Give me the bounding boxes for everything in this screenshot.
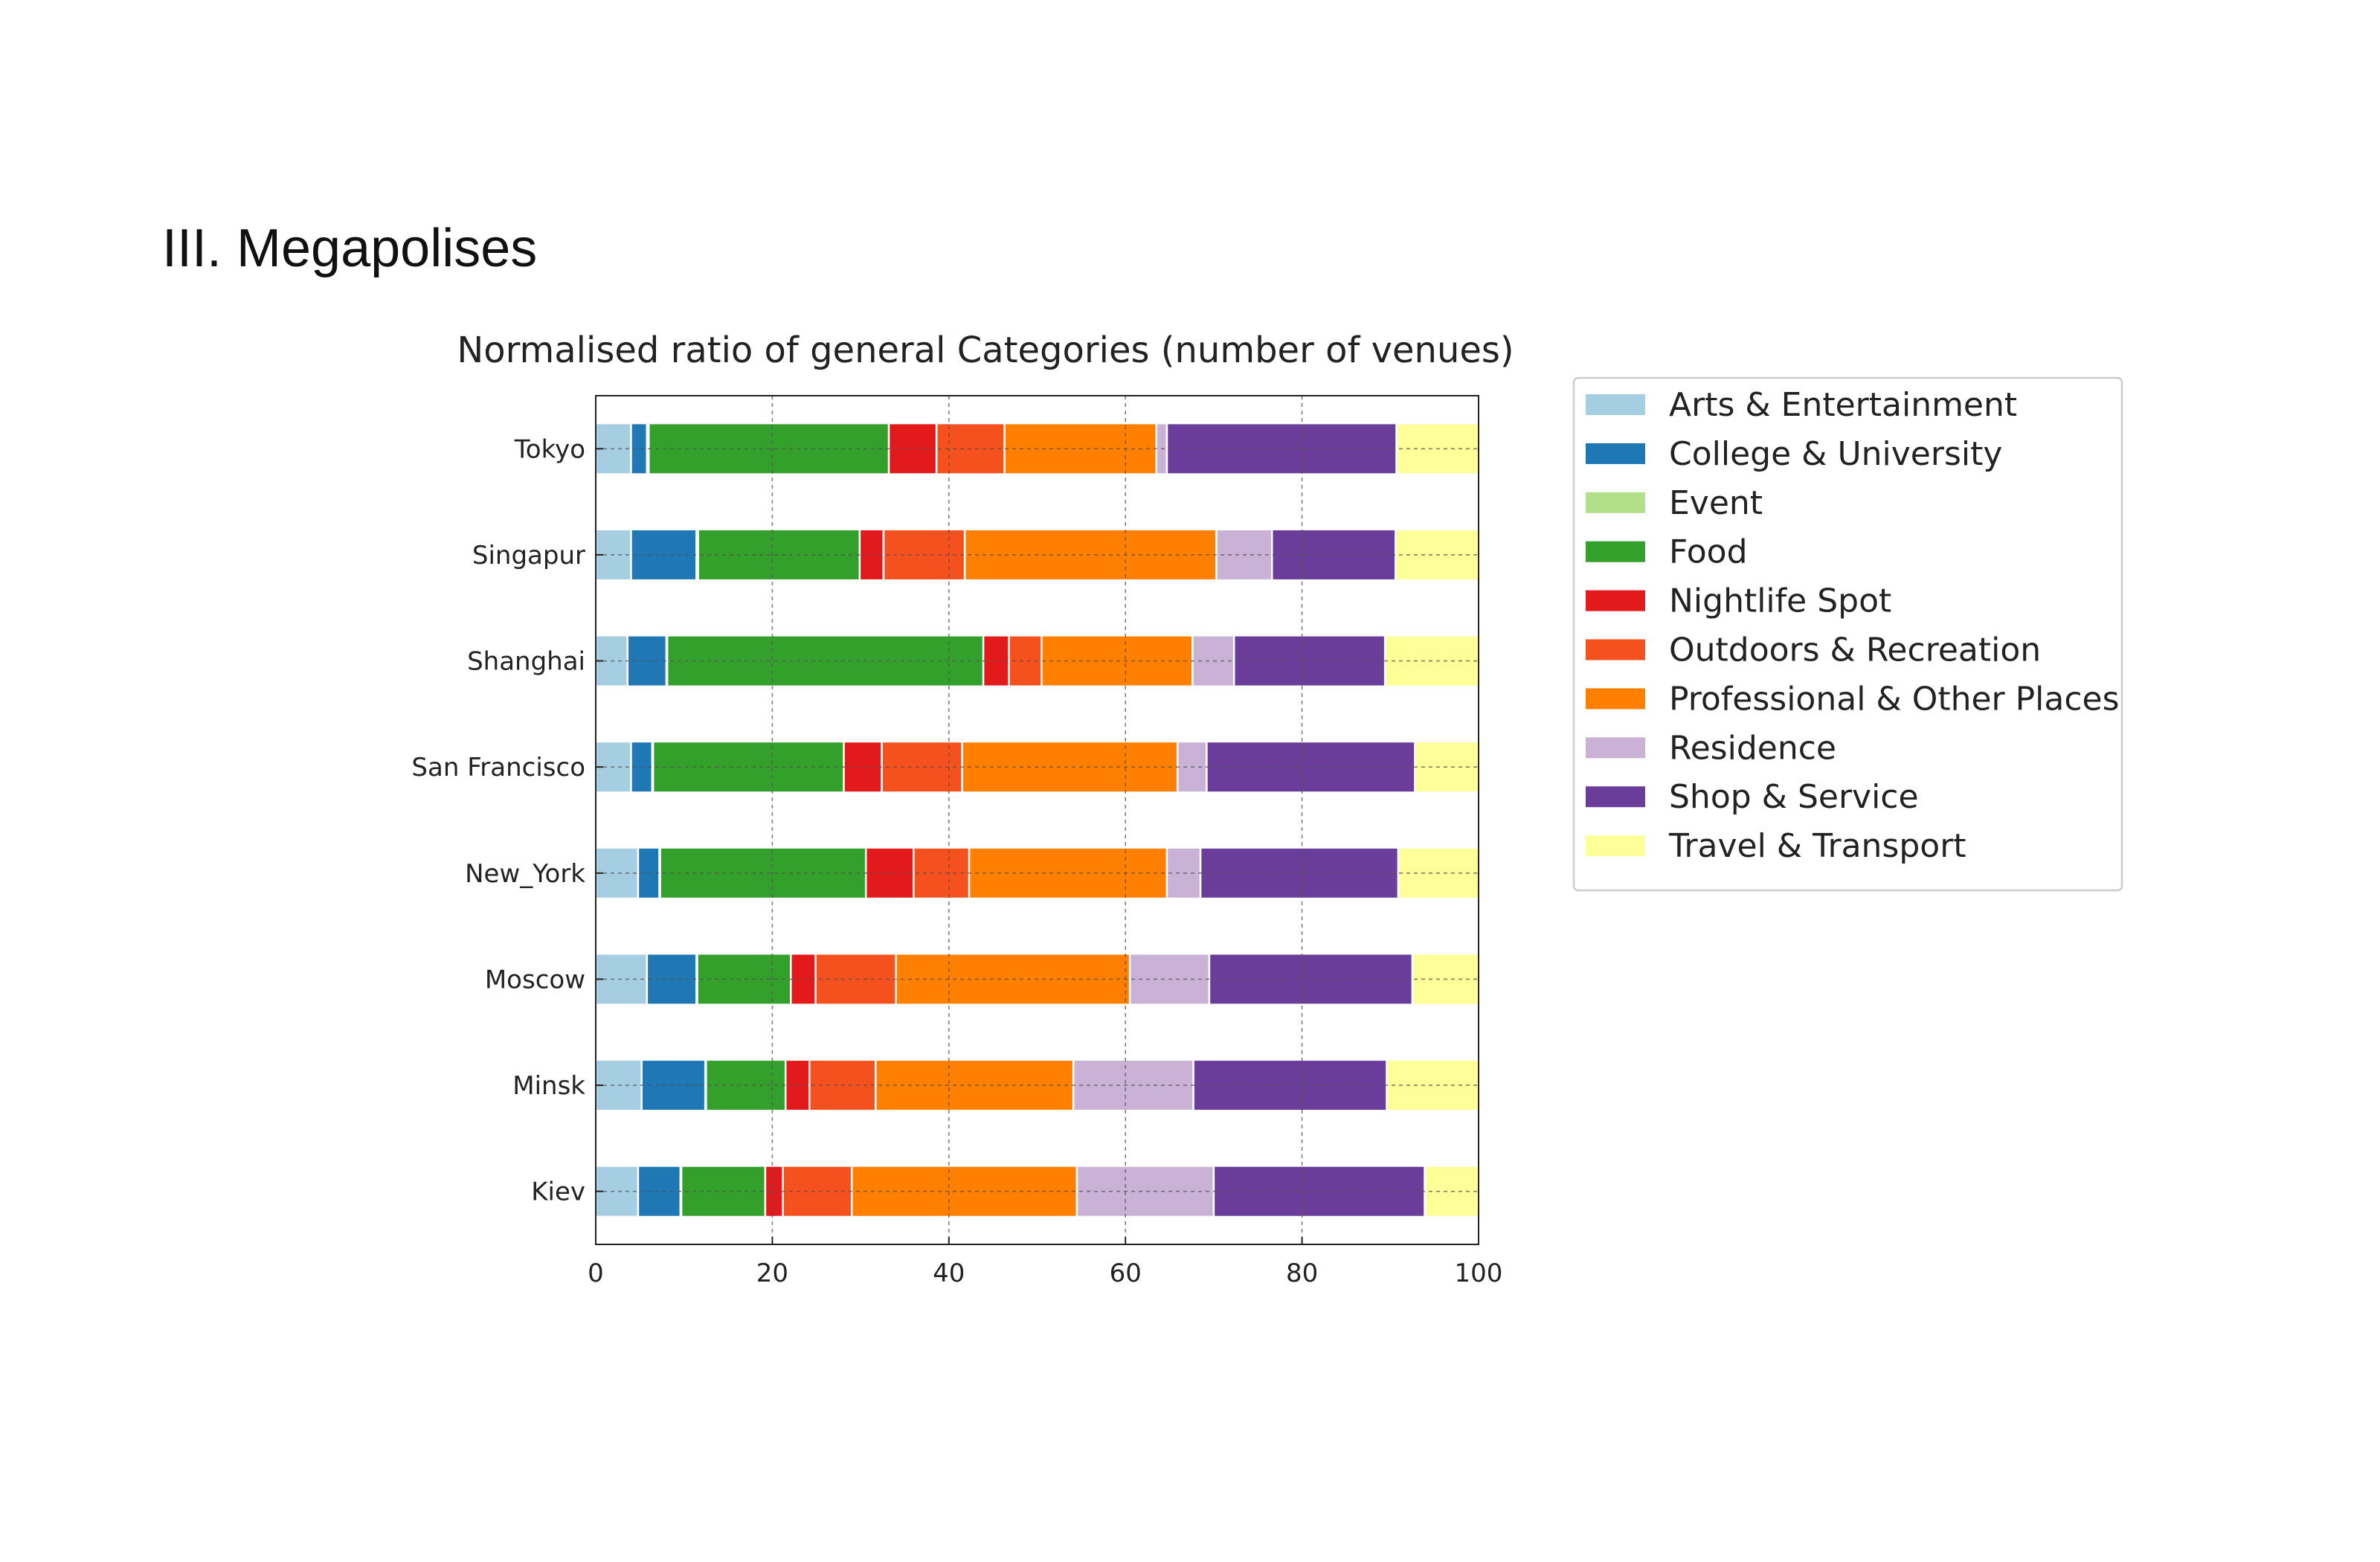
legend-label-travel-transport: Travel & Transport [1668, 827, 1966, 865]
legend-swatch-event [1586, 492, 1645, 513]
bar-singapur-arts-entertainment [594, 528, 632, 582]
legend-label-shop-service: Shop & Service [1669, 778, 1919, 816]
legend-box [1572, 376, 2123, 892]
legend-swatch-nightlife-spot [1586, 590, 1645, 611]
legend-swatch-arts-entertainment [1586, 394, 1645, 415]
y-tick-label-minsk: Minsk [512, 1071, 585, 1101]
y-tick-label-singapur: Singapur [472, 541, 585, 571]
legend-swatch-residence [1586, 737, 1645, 759]
legend-swatch-shop-service [1586, 786, 1645, 808]
legend-label-nightlife-spot: Nightlife Spot [1669, 582, 1891, 620]
section-heading: III. Megapolises [162, 219, 538, 278]
x-tick-label: 100 [1455, 1259, 1503, 1288]
bar-san-francisco-food [652, 740, 845, 794]
bar-san-francisco-professional-other-places [961, 740, 1179, 794]
x-tick-label: 40 [933, 1259, 965, 1288]
plot-area: 0 20 40 60 80 100 Tokyo Singapur Shanghai San Fra… [411, 395, 1503, 1288]
legend-label-college-university: College & University [1669, 435, 2002, 473]
legend-swatch-professional-other-places [1586, 688, 1645, 710]
plot-frame [595, 395, 1479, 1245]
legend: Arts & Entertainment College & University… [1572, 376, 2123, 892]
x-tick-label: 60 [1110, 1259, 1142, 1288]
x-tick-label: 80 [1286, 1259, 1318, 1288]
legend-label-residence: Residence [1669, 729, 1836, 767]
y-tick-label-kiev: Kiev [531, 1177, 585, 1207]
y-tick-label-shanghai: Shanghai [467, 647, 585, 677]
legend-swatch-travel-transport [1586, 835, 1645, 857]
x-tick-label: 0 [588, 1259, 604, 1288]
bar-kiev-college-university [637, 1165, 682, 1218]
legend-label-outdoors-recreation: Outdoors & Recreation [1669, 631, 2041, 669]
y-tick-label-new-york: New_York [465, 859, 585, 889]
y-tick-label-moscow: Moscow [485, 965, 585, 994]
x-tick-label: 20 [756, 1259, 788, 1288]
chart-title: Normalised ratio of general Categories (… [457, 330, 1514, 371]
legend-swatch-food [1586, 541, 1645, 562]
y-tick-label-san-francisco: San Francisco [411, 753, 585, 782]
bar-shanghai-food [666, 634, 985, 688]
legend-swatch-outdoors-recreation [1586, 639, 1645, 661]
y-tick-label-tokyo: Tokyo [514, 434, 585, 464]
legend-label-event: Event [1669, 484, 1763, 522]
legend-label-food: Food [1669, 533, 1748, 571]
legend-swatch-college-university [1586, 443, 1645, 464]
legend-label-professional-other-places: Professional & Other Places [1669, 680, 2120, 718]
legend-label-arts-entertainment: Arts & Entertainment [1669, 386, 2017, 424]
